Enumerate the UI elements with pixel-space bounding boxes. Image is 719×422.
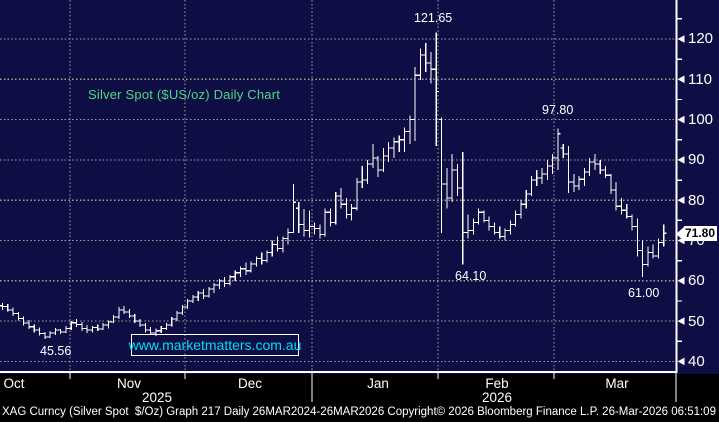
marketmatters-watermark-link[interactable]: www.marketmatters.com.au: [129, 334, 301, 356]
xaxis-month-feb: Feb: [485, 376, 509, 391]
yaxis-label-80: 80: [688, 192, 705, 209]
annotation-peak-high: 121.65: [414, 11, 453, 25]
ticker-description: XAG Curncy (Silver Spot $/Oz) Graph 217 …: [2, 406, 385, 418]
xaxis-month-oct: Oct: [3, 376, 25, 391]
xaxis-month-dec: Dec: [237, 376, 263, 391]
annotation-mar-low: 61.00: [628, 286, 660, 300]
yaxis-label-60: 60: [688, 272, 705, 289]
last-price-bug: 71.80: [676, 226, 718, 241]
xaxis-footer-band: [0, 374, 719, 422]
xaxis-year-2025: 2025: [141, 390, 173, 405]
yaxis-label-110: 110: [688, 71, 712, 88]
xaxis-year-2026: 2026: [481, 390, 513, 405]
yaxis-label-120: 120: [688, 30, 714, 47]
xaxis-month-mar: Mar: [605, 376, 629, 391]
annotation-feb-low: 64.10: [455, 269, 487, 283]
timestamp: 26-Mar-2026 06:51:09: [602, 406, 716, 418]
xaxis-month-nov: Nov: [116, 376, 142, 391]
yaxis-label-40: 40: [688, 353, 705, 370]
status-bar: XAG Curncy (Silver Spot $/Oz) Graph 217 …: [2, 406, 716, 418]
yaxis-label-50: 50: [688, 313, 705, 330]
yaxis-label-90: 90: [688, 151, 705, 168]
last-price-value: 71.80: [684, 226, 718, 241]
annotation-oct-low: 45.56: [40, 344, 72, 358]
chart-title: Silver Spot ($US/oz) Daily Chart: [88, 87, 281, 102]
price-bug-arrow-icon: [676, 226, 684, 241]
xaxis-month-jan: Jan: [367, 376, 389, 391]
yaxis-label-100: 100: [688, 111, 714, 128]
annotation-feb-high: 97.80: [542, 103, 574, 117]
copyright-text: Copyright© 2026 Bloomberg Finance L.P.: [387, 406, 599, 418]
